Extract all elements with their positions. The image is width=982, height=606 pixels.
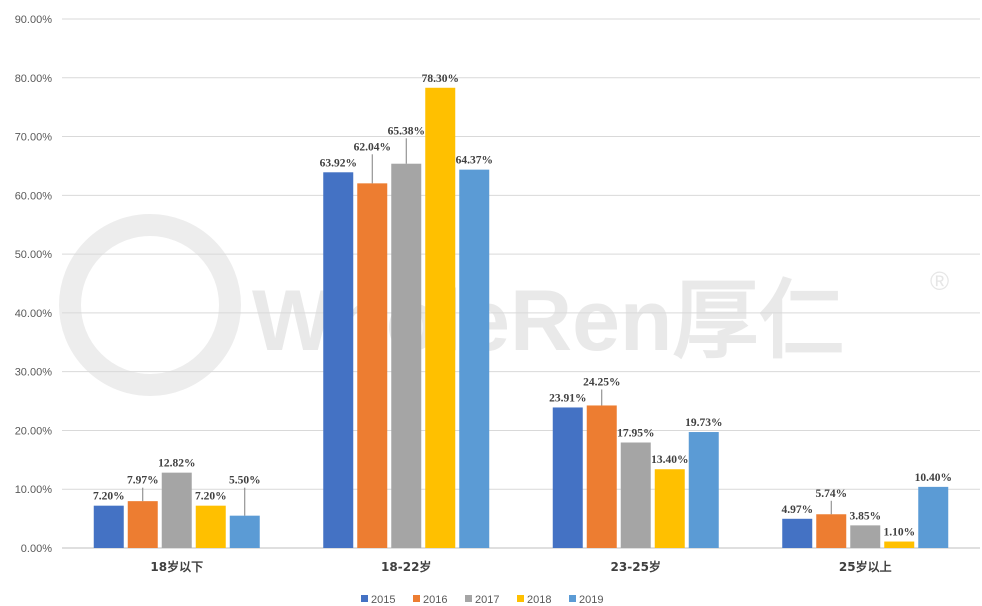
watermark: WholeRen厚仁 ® [59,214,949,396]
data-label-2017-2: 17.95% [617,427,654,439]
bar-2016-2 [586,405,617,548]
y-tick-label: 90.00% [15,14,53,26]
category-label: 18-22岁 [381,559,431,574]
y-tick-label: 10.00% [15,484,53,496]
data-label-2018-0: 7.20% [195,491,227,503]
data-label-2015-2: 23.91% [549,392,586,404]
bar-2019-2 [688,432,719,548]
y-axis: 0.00% 10.00% 20.00% 30.00% 40.00% 50.00% 60.00… [15,14,53,555]
data-label-2015-3: 4.97% [781,504,813,516]
bar-2016-3 [816,514,847,548]
bar-2017-2 [620,442,651,548]
y-tick-label: 80.00% [15,73,53,85]
bars: 7.20%7.97%12.82%7.20%5.50%63.92%62.04%65… [93,73,952,549]
data-label-2016-1: 62.04% [354,141,391,153]
bar-2017-1 [391,163,422,549]
legend-label-2015: 2015 [371,594,395,606]
bar-2019-3 [918,486,949,548]
bar-2017-0 [161,472,192,548]
legend-swatch-2015 [361,595,368,602]
bar-2018-0 [195,505,226,548]
bar-2015-2 [552,407,583,548]
legend-label-2016: 2016 [423,594,447,606]
bar-2018-1 [425,87,456,549]
legend-swatch-2016 [413,595,420,602]
data-label-2017-3: 3.85% [849,510,881,522]
bar-2015-3 [782,518,813,548]
y-tick-label: 20.00% [15,425,53,437]
y-tick-label: 70.00% [15,132,53,144]
legend-swatch-2017 [465,595,472,602]
bar-2018-2 [654,469,685,548]
bar-2015-1 [323,172,354,548]
bar-2018-3 [884,541,915,548]
legend-swatch-2018 [517,595,524,602]
data-label-2018-1: 78.30% [422,73,459,85]
y-tick-label: 60.00% [15,190,53,202]
bar-2019-1 [459,169,490,548]
data-label-2016-0: 7.97% [127,475,159,487]
data-label-2016-2: 24.25% [583,376,620,388]
bar-2017-3 [850,525,881,548]
bar-2015-0 [93,505,124,548]
x-axis: 18岁以下 18-22岁 23-25岁 25岁以上 [150,559,891,574]
data-label-2019-1: 64.37% [456,155,493,167]
data-label-2016-3: 5.74% [815,488,847,500]
y-tick-label: 40.00% [15,308,53,320]
watermark-registered-mark: ® [930,266,949,296]
legend-label-2017: 2017 [475,594,499,606]
data-label-2018-2: 13.40% [651,454,688,466]
gridlines [62,18,980,549]
data-label-2019-0: 5.50% [229,475,261,487]
bar-2019-0 [229,515,260,548]
data-label-2015-1: 63.92% [320,157,357,169]
data-label-2015-0: 7.20% [93,491,125,503]
data-label-2018-3: 1.10% [883,527,915,539]
y-tick-label: 50.00% [15,249,53,261]
category-label: 25岁以上 [839,559,892,574]
legend-label-2019: 2019 [579,594,603,606]
legend-swatch-2019 [569,595,576,602]
legend: 2015 2016 2017 2018 2019 [361,594,603,606]
data-label-2019-2: 19.73% [685,417,722,429]
category-label: 23-25岁 [611,559,661,574]
legend-label-2018: 2018 [527,594,551,606]
data-label-2017-0: 12.82% [158,458,195,470]
data-label-2017-1: 65.38% [388,125,425,137]
y-tick-label: 0.00% [21,543,52,555]
watermark-logo [59,214,241,396]
category-label: 18岁以下 [150,559,203,574]
bar-2016-1 [357,183,388,549]
y-tick-label: 30.00% [15,367,53,379]
data-label-2019-3: 10.40% [915,472,952,484]
bar-2016-0 [127,501,158,548]
